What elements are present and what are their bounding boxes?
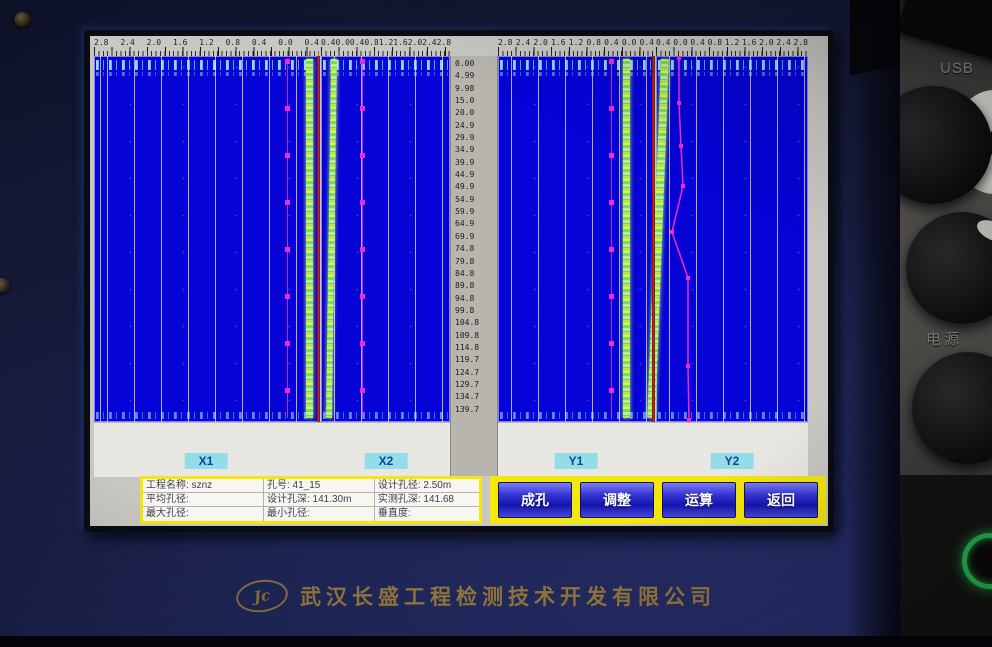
adjust-button[interactable]: 调整 <box>580 482 654 518</box>
field-design-depth: 设计孔深: 141.30m <box>263 493 375 507</box>
waveform-panel-y1 <box>498 56 654 422</box>
usb-port-label: USB <box>940 60 974 77</box>
screen-ui: 2.8 2.4 2.0 1.6 1.2 0.8 0.4 0.0 0.4 0.4 0.0 0.4 0.8… <box>90 36 828 526</box>
power-port-label: 电源 <box>926 331 963 348</box>
signal-connector-knob[interactable] <box>900 86 992 204</box>
waveform-panel-x2 <box>321 56 450 422</box>
channel-label-x1: X1 <box>184 453 228 469</box>
wall-echo-trace-x1 <box>306 59 313 418</box>
return-button[interactable]: 返回 <box>744 482 818 518</box>
wall-echo-trace-x2 <box>325 59 337 419</box>
field-design-diameter: 设计孔径: 2.50m <box>374 479 479 493</box>
company-name: 武汉长盛工程检测技术开发有限公司 <box>300 584 716 609</box>
channel-label-y1: Y1 <box>554 453 598 469</box>
field-average-diameter: 平均孔径: <box>143 493 264 507</box>
echo-noise-bottom <box>96 412 317 419</box>
power-connector-knob[interactable] <box>912 352 992 464</box>
ruler-x2: 0.4 0.0 0.4 0.8 1.2 1.6 2.0 2.4 2.8 <box>321 38 451 56</box>
echo-noise-top <box>96 60 317 70</box>
button-bar: 成孔 调整 运算 返回 <box>490 476 826 524</box>
housing-screw <box>14 12 31 27</box>
profile-line-x1 <box>285 59 290 418</box>
profile-line-y2 <box>670 56 691 422</box>
info-table: 工程名称: sznz 孔号: 41_15 设计孔径: 2.50m 平均孔径: 设… <box>143 479 479 521</box>
center-line-y <box>652 56 655 473</box>
info-panel: 工程名称: sznz 孔号: 41_15 设计孔径: 2.50m 平均孔径: 设… <box>140 476 482 524</box>
field-min-diameter: 最小孔径: <box>264 507 375 521</box>
company-logo: Jc <box>234 576 290 616</box>
compute-button[interactable]: 运算 <box>662 482 736 518</box>
waveform-panel-x1 <box>94 56 319 422</box>
display-screen: 2.8 2.4 2.0 1.6 1.2 0.8 0.4 0.0 0.4 0.4 0.0 0.4 0.8… <box>84 30 834 532</box>
profile-line-x2 <box>360 59 365 418</box>
ruler-x1: 2.8 2.4 2.0 1.6 1.2 0.8 0.4 0.0 0.4 <box>94 38 319 56</box>
connector-knob[interactable] <box>906 212 992 324</box>
company-footer: Jc 武汉长盛工程检测技术开发有限公司 <box>234 576 716 616</box>
center-line-x <box>317 56 320 473</box>
channel-label-y2: Y2 <box>710 453 754 469</box>
field-hole-number: 孔号: 41_15 <box>263 479 375 493</box>
wall-echo-trace-y1 <box>623 59 630 418</box>
housing-screw <box>0 278 10 293</box>
ruler-y2: 0.4 0.0 0.4 0.8 1.2 1.6 2.0 2.4 2.8 <box>656 38 808 56</box>
mounting-bracket <box>900 0 992 66</box>
profile-line-y1 <box>609 59 614 418</box>
field-verticality: 垂直度: <box>377 508 411 519</box>
hole-forming-button[interactable]: 成孔 <box>498 482 572 518</box>
waveform-panel-y2 <box>647 56 808 422</box>
field-measured-depth: 实测孔深: 141.68 <box>374 493 479 507</box>
field-project-name: 工程名称: sznz <box>143 479 264 493</box>
channel-label-x2: X2 <box>364 453 408 469</box>
ruler-y1: 2.8 2.4 2.0 1.6 1.2 0.8 0.4 0.0 0.4 <box>498 38 654 56</box>
power-button-led[interactable] <box>962 533 992 589</box>
connector-panel: USB 电源 <box>900 0 992 647</box>
field-max-diameter: 最大孔径: <box>143 507 264 521</box>
depth-scale: 0.00 4.99 9.98 15.0 20.0 24.9 29.9 34.9 39.9 44.9… <box>450 56 498 476</box>
